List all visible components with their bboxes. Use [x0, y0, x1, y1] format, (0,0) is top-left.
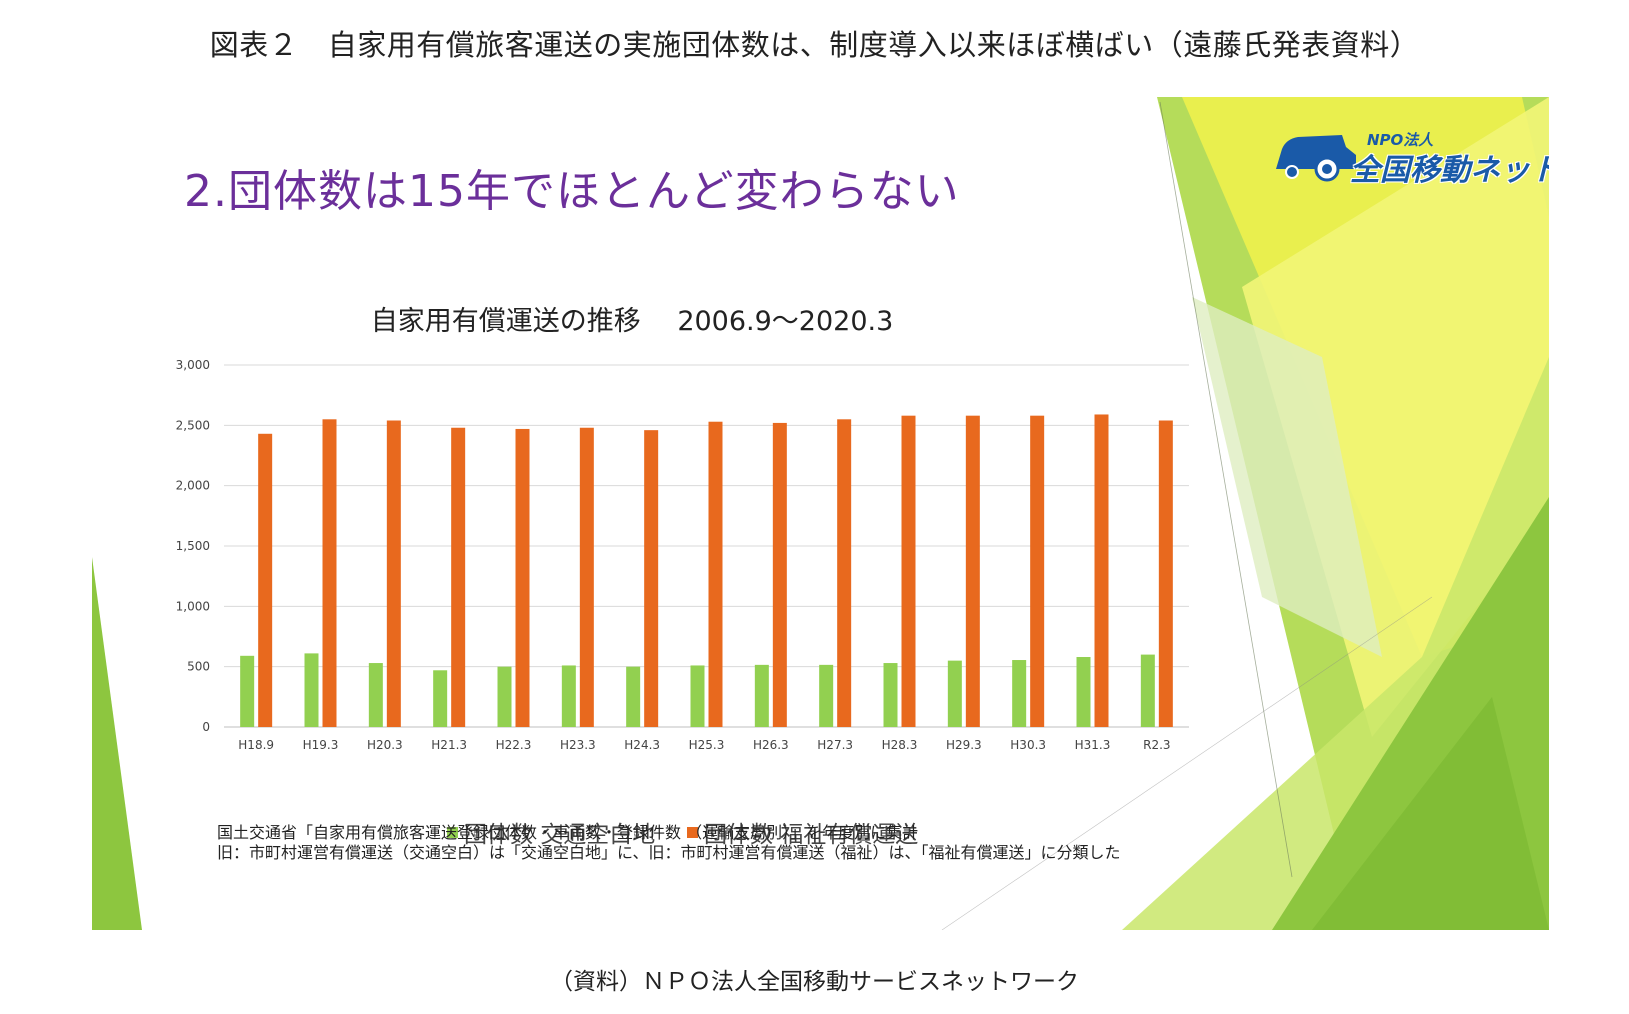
slide-background-decoration	[92, 97, 1549, 930]
bar-fukushi	[965, 415, 980, 727]
bar-kotsu	[626, 666, 641, 727]
bar-fukushi	[451, 427, 466, 727]
bar-kotsu	[819, 664, 834, 727]
bar-fukushi	[708, 421, 723, 727]
bar-fukushi	[901, 415, 916, 727]
x-tick-label: H22.3	[496, 738, 532, 752]
x-tick-label: R2.3	[1143, 738, 1170, 752]
bar-fukushi	[1158, 420, 1173, 727]
x-tick-label: H27.3	[817, 738, 853, 752]
chart-legend: 団体数 交通空白地 団体数 福祉有償運送	[352, 815, 952, 848]
bar-fukushi	[644, 430, 659, 727]
legend-label-kotsu: 団体数 交通空白地	[464, 822, 656, 848]
note-line-2: 旧：市町村運営有償運送（交通空白）は「交通空白地」に、旧：市町村運営有償運送（福…	[217, 843, 1121, 862]
x-tick-label: H25.3	[689, 738, 725, 752]
x-tick-label: H26.3	[753, 738, 789, 752]
legend-label-fukushi: 団体数 福祉有償運送	[704, 822, 919, 848]
bar-kotsu	[561, 665, 576, 727]
x-tick-label: H28.3	[882, 738, 918, 752]
bar-kotsu	[304, 653, 319, 727]
x-tick-label: H24.3	[624, 738, 660, 752]
x-tick-label: H21.3	[431, 738, 467, 752]
bar-fukushi	[258, 433, 273, 727]
y-tick-label: 500	[187, 660, 210, 674]
x-tick-label: H29.3	[946, 738, 982, 752]
source-credit: （資料）ＮＰＯ法人全国移動サービスネットワーク	[550, 969, 1079, 995]
page-title: 図表２ 自家用有償旅客運送の実施団体数は、制度導入以来ほぼ横ばい（遠藤氏発表資料…	[209, 28, 1420, 62]
y-tick-label: 1,000	[176, 599, 210, 613]
x-tick-label: H31.3	[1075, 738, 1111, 752]
bar-kotsu	[497, 666, 512, 727]
x-tick-label: H30.3	[1010, 738, 1046, 752]
x-tick-label: H18.9	[238, 738, 274, 752]
bar-fukushi	[322, 419, 337, 727]
car-wheelchair-icon	[1276, 135, 1356, 182]
x-tick-label: H19.3	[303, 738, 339, 752]
bar-fukushi	[579, 427, 594, 727]
chart-title: 自家用有償運送の推移 2006.9～2020.3	[92, 299, 1172, 338]
legend-swatch-orange	[687, 826, 698, 838]
bar-kotsu	[433, 670, 448, 727]
bar-kotsu	[1140, 654, 1155, 727]
logo-small-text: NPO法人	[1367, 131, 1434, 149]
chart-title-period: 2006.9～2020.3	[677, 306, 894, 337]
chart-title-main: 自家用有償運送の推移	[370, 306, 641, 337]
bar-kotsu	[754, 664, 769, 727]
y-tick-label: 2,000	[176, 479, 210, 493]
slide: 2.団体数は15年でほとんど変わらない NPO法人 全国移動ネット 自家用有償運…	[92, 97, 1549, 930]
y-tick-label: 1,500	[176, 539, 210, 553]
legend-swatch-green	[447, 826, 458, 838]
note-line-1: 国土交通省「自家用有償旅客運送登録団体数・車両数・登録件数 （運輸支局別）」を年…	[217, 823, 919, 842]
bar-kotsu	[690, 665, 705, 727]
x-tick-label: H23.3	[560, 738, 596, 752]
bar-fukushi	[772, 422, 787, 727]
y-tick-label: 2,500	[176, 418, 210, 432]
bar-fukushi	[837, 419, 852, 727]
bar-kotsu	[368, 663, 383, 727]
bar-chart: 0 500 1,000 1,500 2,000 2,500 3,000 H18.9 H19.3 H…	[176, 358, 1189, 752]
bar-kotsu	[1012, 660, 1027, 727]
bar-fukushi	[1094, 414, 1109, 727]
bar-fukushi	[515, 428, 530, 727]
bar-fukushi	[386, 420, 401, 727]
y-tick-label: 3,000	[176, 358, 210, 372]
slide-heading: 2.団体数は15年でほとんど変わらない	[184, 166, 960, 217]
bar-kotsu	[883, 663, 898, 727]
x-tick-label: H20.3	[367, 738, 403, 752]
bar-fukushi	[1030, 415, 1045, 727]
legend-item-fukushi: 団体数 福祉有償運送	[687, 815, 918, 849]
bar-kotsu	[240, 655, 255, 727]
legend-item-kotsu: 団体数 交通空白地	[447, 815, 655, 849]
logo-main-text: 全国移動ネット	[1350, 153, 1549, 188]
npo-logo: NPO法人 全国移動ネット	[1272, 125, 1549, 188]
y-tick-label: 0	[202, 720, 210, 734]
bar-kotsu	[947, 660, 962, 727]
bar-kotsu	[1076, 657, 1091, 727]
